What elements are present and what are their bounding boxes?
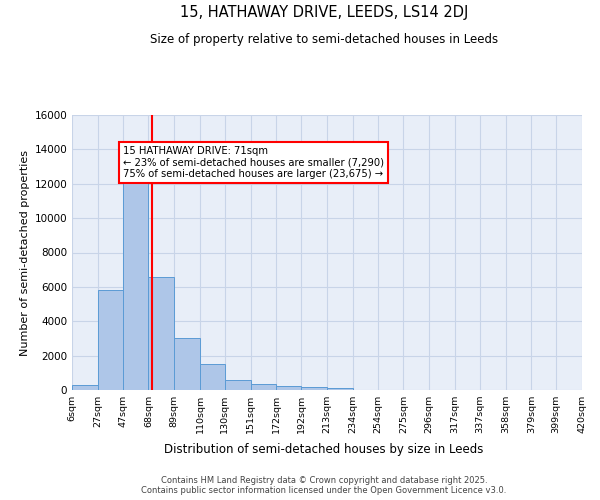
Bar [301,388,327,390]
Bar [251,384,277,390]
Text: Contains HM Land Registry data © Crown copyright and database right 2025.
Contai: Contains HM Land Registry data © Crown c… [142,476,506,495]
Text: Distribution of semi-detached houses by size in Leeds: Distribution of semi-detached houses by … [164,442,484,456]
Bar [327,388,353,390]
Bar [72,385,98,390]
Bar [148,276,174,390]
Y-axis label: Number of semi-detached properties: Number of semi-detached properties [20,150,30,356]
Text: 15 HATHAWAY DRIVE: 71sqm
← 23% of semi-detached houses are smaller (7,290)
75% o: 15 HATHAWAY DRIVE: 71sqm ← 23% of semi-d… [122,146,383,179]
Bar [98,290,122,390]
Text: Size of property relative to semi-detached houses in Leeds: Size of property relative to semi-detach… [150,32,498,46]
Bar [225,380,251,390]
Text: 15, HATHAWAY DRIVE, LEEDS, LS14 2DJ: 15, HATHAWAY DRIVE, LEEDS, LS14 2DJ [180,5,468,20]
Bar [200,364,225,390]
Bar [122,162,148,390]
Bar [174,338,200,390]
Bar [277,386,301,390]
